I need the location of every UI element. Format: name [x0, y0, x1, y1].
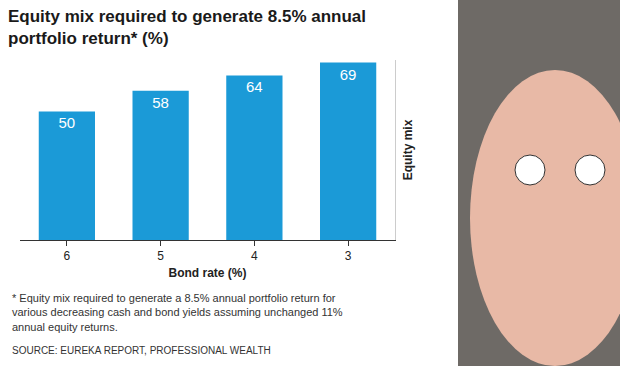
svg-text:50: 50: [59, 114, 76, 131]
svg-text:* Equity mix required to gener: * Equity mix required to generate a 8.5%…: [12, 292, 343, 333]
svg-text:Equity mix required to generat: Equity mix required to generate 8.5% ann…: [8, 7, 366, 48]
svg-text:69: 69: [340, 66, 357, 83]
svg-text:58: 58: [152, 94, 169, 111]
svg-text:4: 4: [251, 249, 258, 263]
svg-text:5: 5: [157, 249, 164, 263]
svg-text:6: 6: [64, 249, 71, 263]
svg-text:Bond rate (%): Bond rate (%): [169, 266, 247, 280]
svg-text:64: 64: [246, 78, 263, 95]
svg-text:SOURCE: EUREKA REPORT, PROFESS: SOURCE: EUREKA REPORT, PROFESSIONAL WEAL…: [12, 345, 271, 356]
svg-text:3: 3: [345, 249, 352, 263]
svg-text:Equity mix: Equity mix: [401, 119, 415, 180]
